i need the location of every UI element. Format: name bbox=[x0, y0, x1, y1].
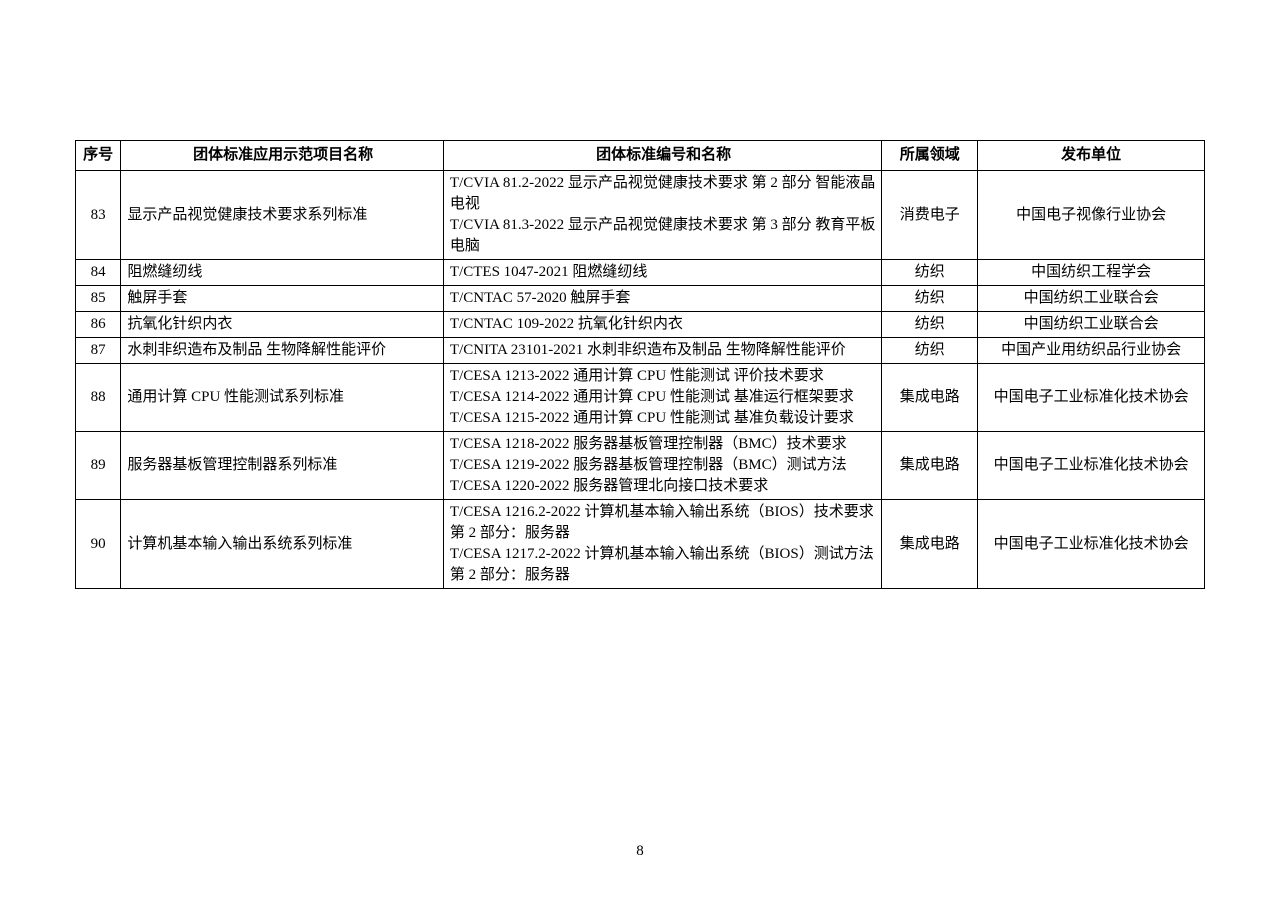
cell-domain: 集成电路 bbox=[882, 432, 978, 500]
table-header-row: 序号 团体标准应用示范项目名称 团体标准编号和名称 所属领域 发布单位 bbox=[76, 141, 1205, 171]
cell-name: 抗氧化针织内衣 bbox=[121, 312, 444, 338]
cell-name: 水刺非织造布及制品 生物降解性能评价 bbox=[121, 338, 444, 364]
cell-publisher: 中国电子工业标准化技术协会 bbox=[978, 432, 1205, 500]
cell-domain: 集成电路 bbox=[882, 500, 978, 589]
cell-publisher: 中国电子工业标准化技术协会 bbox=[978, 364, 1205, 432]
cell-num: 85 bbox=[76, 286, 121, 312]
table-row: 83 显示产品视觉健康技术要求系列标准 T/CVIA 81.2-2022 显示产… bbox=[76, 171, 1205, 260]
cell-domain: 消费电子 bbox=[882, 171, 978, 260]
cell-publisher: 中国纺织工业联合会 bbox=[978, 286, 1205, 312]
table-row: 89 服务器基板管理控制器系列标准 T/CESA 1218-2022 服务器基板… bbox=[76, 432, 1205, 500]
cell-num: 84 bbox=[76, 260, 121, 286]
cell-domain: 纺织 bbox=[882, 260, 978, 286]
table-row: 87 水刺非织造布及制品 生物降解性能评价 T/CNITA 23101-2021… bbox=[76, 338, 1205, 364]
cell-code: T/CNTAC 109-2022 抗氧化针织内衣 bbox=[443, 312, 881, 338]
cell-domain: 纺织 bbox=[882, 338, 978, 364]
cell-name: 显示产品视觉健康技术要求系列标准 bbox=[121, 171, 444, 260]
table-row: 90 计算机基本输入输出系统系列标准 T/CESA 1216.2-2022 计算… bbox=[76, 500, 1205, 589]
cell-name: 计算机基本输入输出系统系列标准 bbox=[121, 500, 444, 589]
cell-publisher: 中国产业用纺织品行业协会 bbox=[978, 338, 1205, 364]
cell-num: 83 bbox=[76, 171, 121, 260]
cell-publisher: 中国电子工业标准化技术协会 bbox=[978, 500, 1205, 589]
header-code: 团体标准编号和名称 bbox=[443, 141, 881, 171]
cell-num: 89 bbox=[76, 432, 121, 500]
cell-code: T/CESA 1218-2022 服务器基板管理控制器（BMC）技术要求 T/C… bbox=[443, 432, 881, 500]
cell-code: T/CTES 1047-2021 阻燃缝纫线 bbox=[443, 260, 881, 286]
header-name: 团体标准应用示范项目名称 bbox=[121, 141, 444, 171]
cell-publisher: 中国纺织工程学会 bbox=[978, 260, 1205, 286]
cell-publisher: 中国纺织工业联合会 bbox=[978, 312, 1205, 338]
table-body: 83 显示产品视觉健康技术要求系列标准 T/CVIA 81.2-2022 显示产… bbox=[76, 171, 1205, 589]
cell-domain: 集成电路 bbox=[882, 364, 978, 432]
cell-name: 触屏手套 bbox=[121, 286, 444, 312]
header-num: 序号 bbox=[76, 141, 121, 171]
cell-code: T/CVIA 81.2-2022 显示产品视觉健康技术要求 第 2 部分 智能液… bbox=[443, 171, 881, 260]
cell-name: 通用计算 CPU 性能测试系列标准 bbox=[121, 364, 444, 432]
table-row: 88 通用计算 CPU 性能测试系列标准 T/CESA 1213-2022 通用… bbox=[76, 364, 1205, 432]
cell-num: 90 bbox=[76, 500, 121, 589]
cell-num: 86 bbox=[76, 312, 121, 338]
table-row: 84 阻燃缝纫线 T/CTES 1047-2021 阻燃缝纫线 纺织 中国纺织工… bbox=[76, 260, 1205, 286]
cell-code: T/CESA 1213-2022 通用计算 CPU 性能测试 评价技术要求 T/… bbox=[443, 364, 881, 432]
page-number: 8 bbox=[636, 843, 644, 860]
cell-code: T/CNTAC 57-2020 触屏手套 bbox=[443, 286, 881, 312]
cell-domain: 纺织 bbox=[882, 286, 978, 312]
cell-name: 阻燃缝纫线 bbox=[121, 260, 444, 286]
cell-domain: 纺织 bbox=[882, 312, 978, 338]
table-row: 85 触屏手套 T/CNTAC 57-2020 触屏手套 纺织 中国纺织工业联合… bbox=[76, 286, 1205, 312]
header-publisher: 发布单位 bbox=[978, 141, 1205, 171]
cell-code: T/CESA 1216.2-2022 计算机基本输入输出系统（BIOS）技术要求… bbox=[443, 500, 881, 589]
standards-table: 序号 团体标准应用示范项目名称 团体标准编号和名称 所属领域 发布单位 83 显… bbox=[75, 140, 1205, 589]
header-domain: 所属领域 bbox=[882, 141, 978, 171]
cell-publisher: 中国电子视像行业协会 bbox=[978, 171, 1205, 260]
cell-num: 87 bbox=[76, 338, 121, 364]
cell-code: T/CNITA 23101-2021 水刺非织造布及制品 生物降解性能评价 bbox=[443, 338, 881, 364]
cell-name: 服务器基板管理控制器系列标准 bbox=[121, 432, 444, 500]
table-row: 86 抗氧化针织内衣 T/CNTAC 109-2022 抗氧化针织内衣 纺织 中… bbox=[76, 312, 1205, 338]
cell-num: 88 bbox=[76, 364, 121, 432]
